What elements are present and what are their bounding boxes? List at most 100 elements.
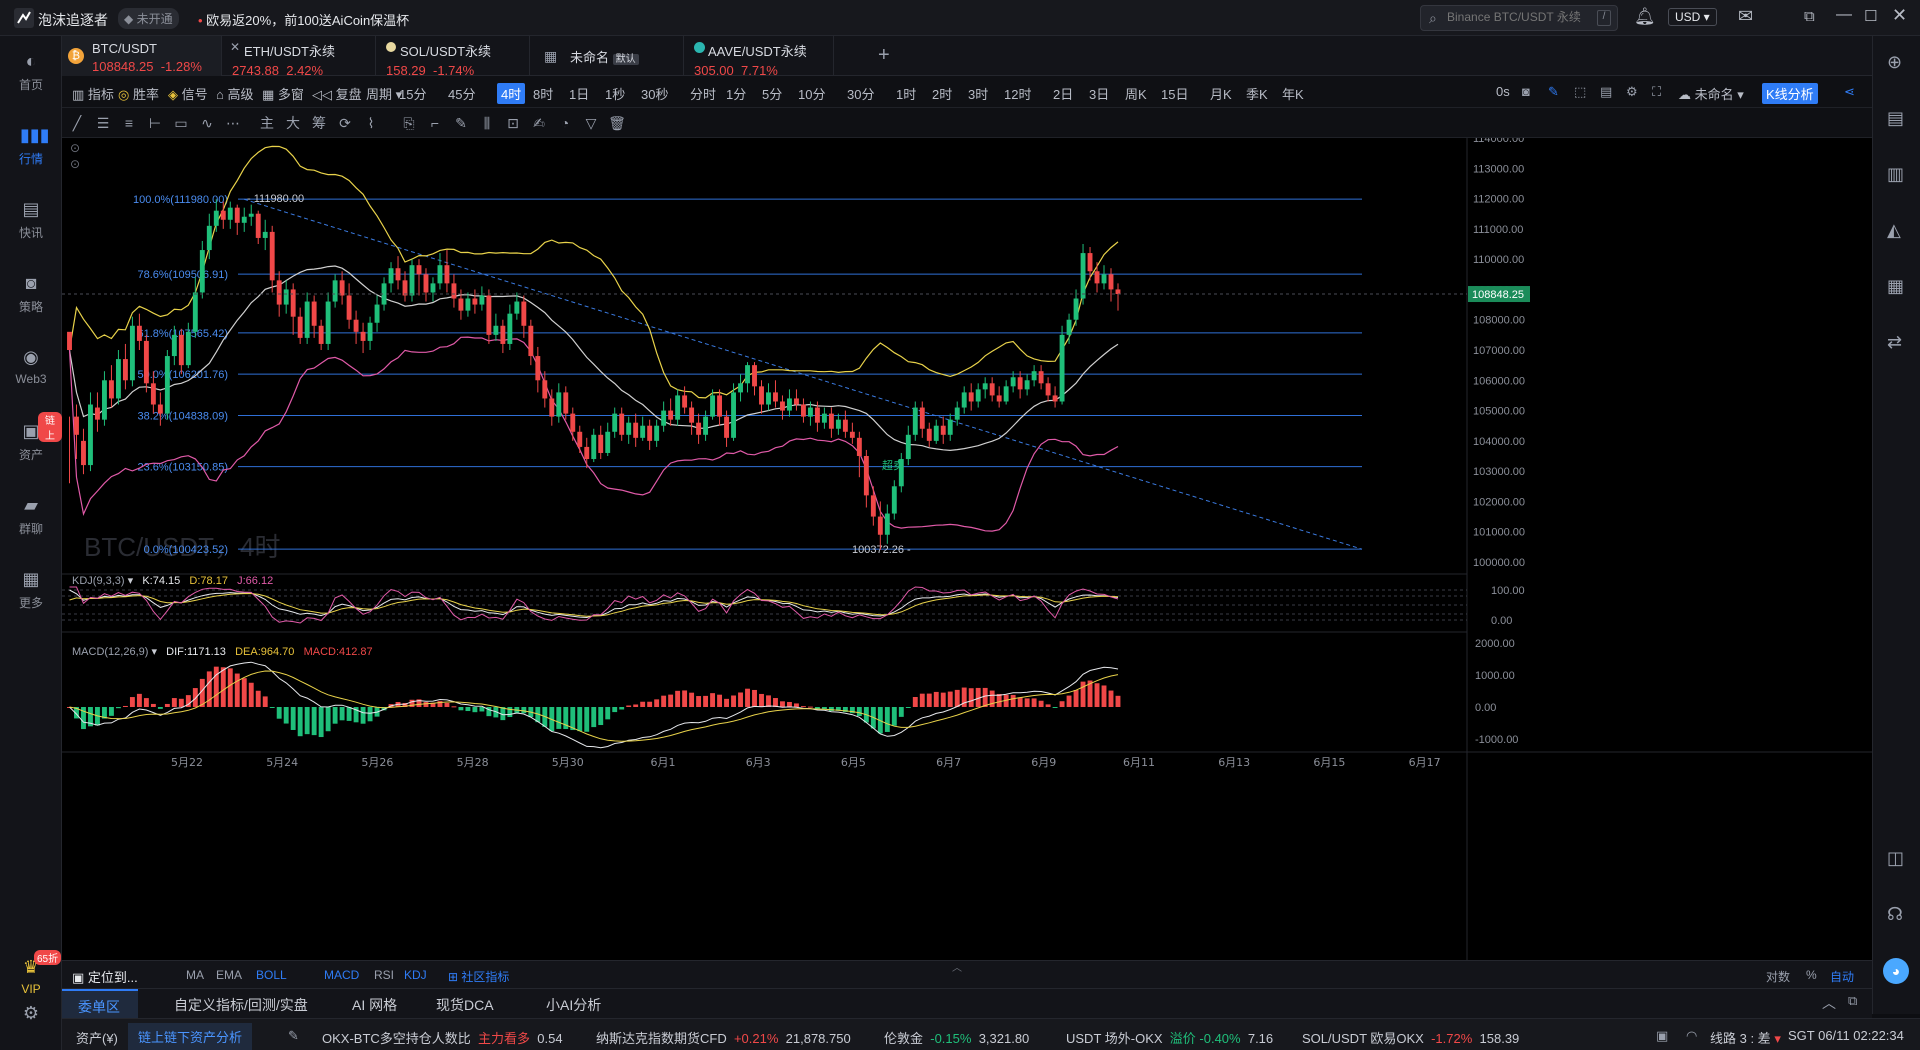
- data-chart-icon[interactable]: ▦: [1887, 276, 1905, 296]
- nav-settings[interactable]: ⚙: [0, 1002, 62, 1028]
- period-12[interactable]: 1时: [896, 87, 917, 102]
- period-4[interactable]: 1日: [569, 87, 590, 102]
- layout-name-select[interactable]: ☁ 未命名 ▾: [1678, 87, 1744, 102]
- expand-down-icon[interactable]: ⊙: [70, 157, 81, 171]
- fullscreen-icon[interactable]: ⛶: [1652, 84, 1662, 99]
- period-11[interactable]: 30分: [847, 87, 875, 102]
- main-chart-toggle[interactable]: 主: [260, 115, 274, 131]
- period-20[interactable]: 月K: [1210, 87, 1232, 102]
- notes-icon[interactable]: ▤: [1887, 108, 1905, 128]
- ruler-icon[interactable]: ⌐: [430, 115, 440, 131]
- nav-home[interactable]: ◐ 首页: [18, 51, 43, 92]
- main-ind-boll[interactable]: BOLL: [256, 968, 287, 982]
- brush-icon[interactable]: ⌇: [367, 115, 375, 131]
- nav-chat[interactable]: ▰ 群聊: [18, 495, 43, 536]
- search-box[interactable]: ⌕ /: [1420, 5, 1618, 31]
- mail-icon[interactable]: ✉: [1738, 6, 1754, 26]
- multiwindow-button[interactable]: ▦ 多窗: [262, 87, 304, 102]
- period-8[interactable]: 1分: [726, 87, 747, 102]
- tab-sol[interactable]: SOL/USDT永续 158.29 -1.74%: [376, 36, 530, 78]
- period-9[interactable]: 5分: [762, 87, 783, 102]
- period-button[interactable]: 周期 ▾: [366, 87, 403, 102]
- close-icon[interactable]: ✕: [1892, 5, 1908, 25]
- hline-tool-icon[interactable]: ≡: [124, 115, 134, 131]
- more-tools-icon[interactable]: ⋯: [226, 115, 240, 131]
- replay-button[interactable]: ◁◁ 复盘: [312, 87, 362, 102]
- bell-icon[interactable]: 🔔︎: [1634, 7, 1656, 26]
- ai-assistant-icon[interactable]: ◕: [1883, 958, 1909, 984]
- log-scale-toggle[interactable]: 对数: [1766, 970, 1791, 984]
- popout-icon[interactable]: ⧉: [1804, 8, 1815, 25]
- depth-chart-icon[interactable]: ◭: [1887, 220, 1901, 240]
- parallel-tool-icon[interactable]: ☰: [96, 115, 110, 131]
- trash-icon[interactable]: 🗑︎: [608, 115, 626, 131]
- tab-custom-indicators[interactable]: 自定义指标/回测/实盘: [174, 997, 308, 1013]
- expand-up-icon[interactable]: ⊙: [70, 141, 81, 155]
- period-6[interactable]: 30秒: [641, 87, 669, 102]
- candles-icon[interactable]: ⫼: [483, 115, 491, 131]
- magnet-icon[interactable]: ◔: [560, 115, 570, 131]
- expand-panel-icon[interactable]: ︿: [1822, 995, 1836, 1011]
- ticker-long-short[interactable]: OKX-BTC多空持仓人数比 主力看多 0.54: [322, 1031, 563, 1046]
- line-tool-icon[interactable]: ╱: [72, 115, 82, 131]
- currency-select[interactable]: USD ▾: [1668, 8, 1717, 26]
- copy-icon[interactable]: ⎘: [403, 115, 415, 131]
- detach-panel-icon[interactable]: ⧉: [1848, 993, 1858, 1008]
- period-18[interactable]: 周K: [1125, 87, 1147, 102]
- highlighter-icon[interactable]: ✎: [455, 115, 467, 131]
- nav-web3[interactable]: ◉ Web3: [15, 347, 47, 386]
- percent-scale-toggle[interactable]: %: [1806, 968, 1817, 982]
- nav-market[interactable]: ▮▮▮ 行情: [18, 125, 50, 166]
- search-input[interactable]: [1447, 10, 1587, 24]
- big-order-toggle[interactable]: 大: [286, 115, 300, 131]
- nav-news[interactable]: ▤ 快讯: [18, 199, 43, 240]
- share-icon[interactable]: ⋖: [1844, 84, 1855, 99]
- winrate-button[interactable]: ◎ 胜率: [118, 87, 159, 102]
- period-0[interactable]: 15分: [399, 87, 427, 102]
- nav-strategy[interactable]: ◙ 策略: [18, 273, 43, 314]
- community-indicators-button[interactable]: ⊞ 社区指标: [448, 970, 510, 984]
- nav-assets[interactable]: ▣ 资产 链上: [0, 412, 62, 463]
- tab-unnamed[interactable]: ▦ 未命名 默认: [530, 36, 684, 76]
- nav-vip[interactable]: ♛ VIP 65折: [0, 950, 62, 996]
- macd-legend[interactable]: MACD(12,26,9) ▾ DIF:1171.13 DEA:964.70 M…: [72, 646, 373, 658]
- period-3[interactable]: 8时: [533, 87, 554, 102]
- ray-tool-icon[interactable]: ⊢: [148, 115, 162, 131]
- layout-icon[interactable]: ◫: [1887, 848, 1905, 868]
- period-15[interactable]: 12时: [1004, 87, 1032, 102]
- crop-icon[interactable]: ⬚: [1574, 84, 1587, 99]
- swap-icon[interactable]: ⇄: [1887, 332, 1903, 352]
- note-icon[interactable]: ✍: [533, 115, 545, 131]
- headset-icon[interactable]: ☊: [1887, 904, 1903, 924]
- sub-ind-kdj[interactable]: KDJ: [404, 968, 427, 982]
- indicator-button[interactable]: ▥ 指标: [72, 87, 114, 102]
- main-ind-ma[interactable]: MA: [186, 968, 204, 982]
- tab-ai-analysis[interactable]: 小AI分析: [546, 997, 602, 1013]
- template-icon[interactable]: ▤: [1600, 84, 1613, 99]
- period-5[interactable]: 1秒: [605, 87, 626, 102]
- kdj-legend[interactable]: KDJ(9,3,3) ▾ K:74.15 D:78.17 J:66.12: [72, 575, 274, 587]
- tab-eth[interactable]: ✕ ETH/USDT永续 2743.88 2.42%: [222, 36, 376, 78]
- minimize-icon[interactable]: —: [1836, 6, 1852, 23]
- ticker-gold[interactable]: 伦敦金 -0.15% 3,321.80: [884, 1031, 1030, 1046]
- period-14[interactable]: 3时: [968, 87, 989, 102]
- orderbook-icon[interactable]: ▥: [1887, 164, 1905, 184]
- calculator-icon[interactable]: ▣: [1656, 1028, 1669, 1043]
- pen-icon[interactable]: ✎: [1548, 84, 1559, 99]
- period-1[interactable]: 45分: [448, 87, 476, 102]
- tab-ai-grid[interactable]: AI 网格: [352, 997, 398, 1013]
- auto-scale-toggle[interactable]: 自动: [1830, 970, 1855, 984]
- period-2[interactable]: 4时: [497, 83, 526, 104]
- period-22[interactable]: 年K: [1282, 87, 1304, 102]
- sync-icon[interactable]: ⟳: [339, 115, 351, 131]
- panel-collapse-handle[interactable]: ︿: [952, 963, 962, 974]
- chart-canvas[interactable]: BTC/USDT，4时 100.0%(111980.00) 78.6%(10950…: [62, 138, 1872, 960]
- ticker-sol[interactable]: SOL/USDT 欧易OKX -1.72% 158.39: [1302, 1031, 1520, 1046]
- period-19[interactable]: 15日: [1161, 87, 1189, 102]
- sub-ind-rsi[interactable]: RSI: [374, 968, 395, 982]
- eth-tab-close-icon[interactable]: ✕: [230, 40, 241, 54]
- wave-tool-icon[interactable]: ∿: [201, 115, 213, 131]
- add-tab-button[interactable]: +: [878, 44, 890, 66]
- promo-text[interactable]: • 欧易返20%，前100送AiCoin保温杯: [198, 13, 410, 28]
- kline-analysis-button[interactable]: K线分析: [1762, 83, 1818, 104]
